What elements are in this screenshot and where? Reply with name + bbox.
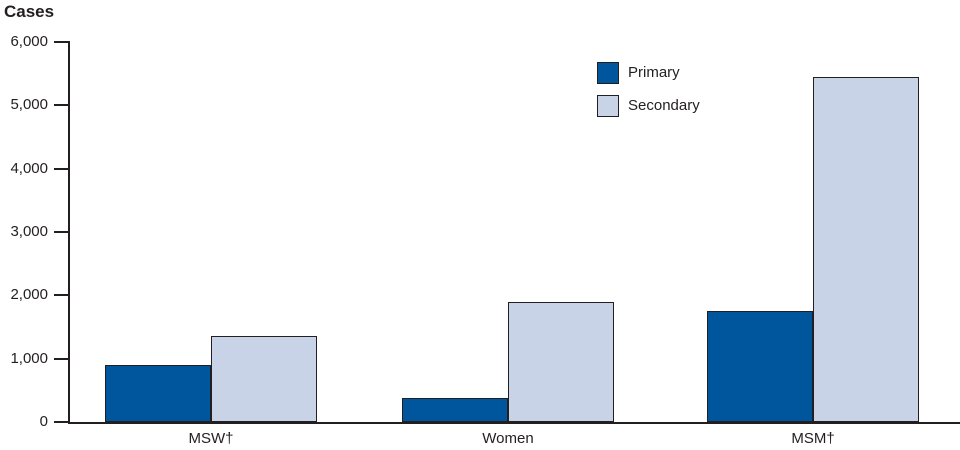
y-tick-label-3: 3,000 (10, 223, 48, 240)
y-tick-label-4: 4,000 (10, 159, 48, 177)
y-tick-mark-2 (54, 294, 70, 297)
y-tick-mark-1 (54, 357, 70, 360)
bar-primary-1 (402, 398, 508, 422)
y-tick-mark-5 (54, 104, 70, 107)
x-axis-label-2: MSM† (791, 430, 835, 447)
plot-area: Primary Secondary 0 1,000 2,000 3,000 4,000 5,… (10, 33, 960, 447)
chart-title: Cases (4, 2, 55, 21)
y-tick-label-0: 0 (39, 413, 48, 430)
y-tick-label-6: 6,000 (10, 33, 48, 50)
bar-primary-0 (105, 365, 211, 422)
legend-item-secondary: Secondary (597, 95, 700, 117)
bar-primary-2 (707, 311, 813, 422)
y-tick-label-5: 5,000 (10, 96, 48, 114)
y-tick-label-1: 1,000 (10, 349, 48, 367)
x-axis-label-0: MSW† (188, 430, 234, 447)
y-tick-mark-0 (54, 421, 70, 423)
legend-label-secondary: Secondary (628, 97, 700, 114)
bar-secondary-1 (508, 302, 614, 422)
bar-secondary-2 (813, 77, 919, 422)
legend-item-primary: Primary (597, 62, 700, 84)
bar-secondary-0 (211, 336, 317, 422)
x-axis-label-1: Women (482, 430, 534, 447)
y-tick-mark-4 (54, 167, 70, 170)
y-tick-mark-3 (54, 231, 70, 233)
legend-label-primary: Primary (628, 64, 680, 81)
legend-swatch-secondary (597, 95, 619, 117)
y-tick-mark-6 (54, 41, 70, 43)
chart-legend: Primary Secondary (597, 62, 700, 128)
y-tick-label-2: 2,000 (10, 286, 48, 304)
legend-swatch-primary (597, 62, 619, 84)
